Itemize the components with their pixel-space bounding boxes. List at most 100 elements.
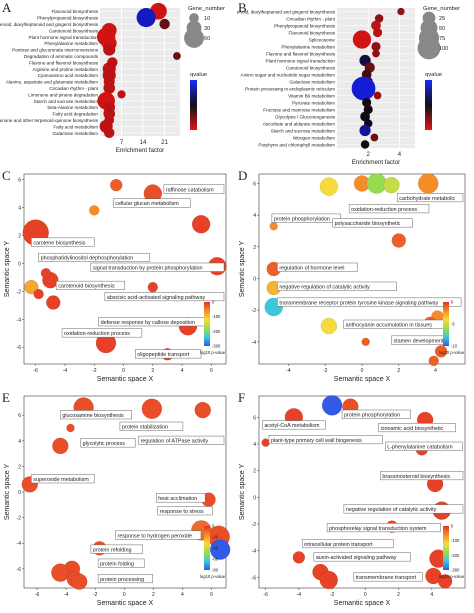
- a-legend-size-label: 30: [204, 26, 210, 32]
- e-term-label-box: [90, 544, 143, 554]
- c-term-label-group: cellular glucan metabolism: [113, 198, 191, 208]
- b-category-label: Phenylpropanoid biosynthesis: [274, 24, 336, 29]
- b-category-label: Amino sugar and nucleotide sugar metabol…: [241, 73, 336, 78]
- b-legend-size-label: 100: [439, 46, 448, 52]
- f-colorbar-title: log10 p-value: [439, 574, 465, 579]
- c-term-label: cellular glucan metabolism: [115, 201, 179, 207]
- c-term-label-box: [163, 184, 225, 194]
- b-category-label: Plant hormone signal transduction: [266, 59, 336, 64]
- f-term-label-box: [268, 435, 383, 445]
- c-term-label: raffinose catabolism: [166, 187, 214, 193]
- e-term-label-group: protein folding: [97, 558, 145, 568]
- e-term-label-box: [155, 493, 206, 503]
- f-term-label-group: protein phosphorylation: [341, 409, 411, 419]
- b-point: [372, 27, 383, 38]
- d-colorbar: [443, 302, 449, 346]
- b-category-label: Protein processing in endoplasmic reticu…: [245, 87, 335, 92]
- a-legend-size-label: 60: [204, 36, 210, 42]
- c-x-tick: -6: [33, 368, 38, 374]
- c-y-tick: 2: [18, 233, 21, 239]
- a-point: [104, 127, 115, 139]
- c-x-tick: -2: [92, 368, 97, 374]
- f-colorbar-tick: 0: [451, 524, 454, 529]
- e-x-tick: -4: [64, 592, 69, 598]
- d-point: [361, 337, 370, 347]
- e-x-tick: -6: [35, 592, 40, 598]
- a-category-label: beta-Alanine metabolism: [47, 105, 98, 110]
- d-term-label-group: regulation of hormone level: [277, 262, 358, 272]
- a-category-label: Ubiquinone and other terpenoid-quinone b…: [0, 118, 99, 123]
- e-point: [194, 401, 211, 419]
- b-point: [362, 97, 372, 108]
- f-term-label: L-phenylalanine catabolism: [387, 445, 453, 451]
- chart-c: -6 -4 -2 0 2 4 6 -6 -4 -2 0 2 4 6 Semantic space X Sema…: [4, 173, 227, 383]
- e-term-label: protein processing: [100, 577, 144, 583]
- f-term-label: phosphorelay signal transduction system: [329, 526, 427, 532]
- f-x-tick: 0: [364, 592, 367, 598]
- a-legend-size-circle: [184, 28, 204, 48]
- panel-label-b: B: [238, 0, 247, 15]
- b-point: [397, 7, 405, 16]
- c-point: [40, 267, 52, 279]
- d-term-label: carbohydrate metabolic: [399, 196, 455, 202]
- e-colorbar-tick: 0: [212, 524, 215, 529]
- c-term-label: signal transduction by protein phosphory…: [93, 266, 203, 272]
- d-term-label: regulation of hormone level: [279, 266, 344, 272]
- d-term-label-box: [348, 204, 430, 214]
- d-y-tick: -4: [252, 340, 257, 346]
- a-category-label: Fatty acid degradation: [53, 112, 99, 117]
- f-term-label-group: brassinosteroid biosynthesis: [380, 471, 464, 481]
- d-y-tick: -2: [252, 308, 257, 314]
- panel-label-c: C: [2, 168, 11, 183]
- a-category-label: Alanine, aspartate and glutamate metabol…: [6, 80, 98, 85]
- e-y-axis-label: Semantic space Y: [4, 464, 11, 521]
- a-category-label: Limonene and pinene degradation: [28, 92, 98, 97]
- f-term-label: transmembrane transport: [356, 575, 417, 581]
- a-category-label: Phenylpropanoid biosynthesis: [37, 16, 99, 21]
- b-x-tick: 4: [398, 152, 402, 158]
- f-term-label-group: auxin-activated signaling pathway: [313, 552, 411, 562]
- f-term-label-group: phosphorelay signal transduction system: [326, 523, 441, 533]
- b-legend-size-circle: [417, 36, 441, 60]
- c-colorbar-tick: 0: [212, 300, 215, 305]
- a-legend-color-title: qvalue: [190, 72, 207, 78]
- b-legend-colorbar: [425, 80, 432, 130]
- f-x-tick: -2: [330, 592, 335, 598]
- f-x-axis-label: Semantic space X: [334, 600, 391, 607]
- e-colorbar-tick: -40: [212, 546, 219, 551]
- c-term-label-group: carotenoid biosynthesis: [55, 280, 126, 290]
- f-term-label-group: L-phenylalanine catabolism: [385, 441, 463, 451]
- d-term-label: protein phosphorylation: [274, 216, 330, 222]
- c-term-label-group: signal transduction by protein phosphory…: [90, 262, 225, 272]
- e-term-label-box: [60, 410, 132, 420]
- f-term-label: protein phosphorylation: [344, 413, 400, 419]
- chart-b: 2 4 Stilbenoid, diarylheptanoid and ginger…: [237, 6, 460, 166]
- d-point: [383, 176, 400, 194]
- f-term-label-box: [262, 420, 326, 430]
- e-y-tick: 6: [18, 413, 21, 419]
- a-point: [117, 90, 126, 99]
- a-category-label: Galactose metabolism: [53, 131, 99, 136]
- b-category-label: Circadian rhythm - plant: [286, 17, 335, 22]
- d-y-tick: 0: [253, 277, 256, 283]
- a-x-tick: 21: [161, 140, 168, 146]
- e-colorbar-tick: -60: [212, 557, 219, 562]
- c-term-label: abscisic acid-activated signaling pathwa…: [107, 295, 206, 301]
- chart-f: -6 -4 -2 0 2 4 -6 -4 -2 0 2 4 6 Semantic space X Seman…: [239, 395, 466, 607]
- d-term-label-group: anthocyanin accumulation in tissues: [343, 319, 447, 329]
- c-term-label-group: defense response by callose deposition: [98, 317, 210, 327]
- c-point: [33, 288, 44, 300]
- a-legend-size-label: 10: [204, 16, 210, 22]
- b-category-label: Galactose metabolism: [290, 80, 336, 85]
- c-term-label-group: abscisic acid-activated signaling pathwa…: [104, 292, 225, 302]
- d-term-label-group: stamen development: [391, 335, 447, 345]
- f-x-tick: 4: [430, 592, 433, 598]
- d-term-label-box: [277, 262, 358, 272]
- e-term-label-box: [31, 474, 95, 484]
- c-term-label-box: [134, 349, 202, 359]
- c-term-label-group: oligopeptide transport: [134, 349, 202, 359]
- f-term-label-group: transmembrane transport: [353, 572, 423, 582]
- c-term-label: oligopeptide transport: [137, 352, 189, 358]
- b-category-label: Pyruvate metabolism: [292, 101, 335, 106]
- e-colorbar: [204, 526, 210, 570]
